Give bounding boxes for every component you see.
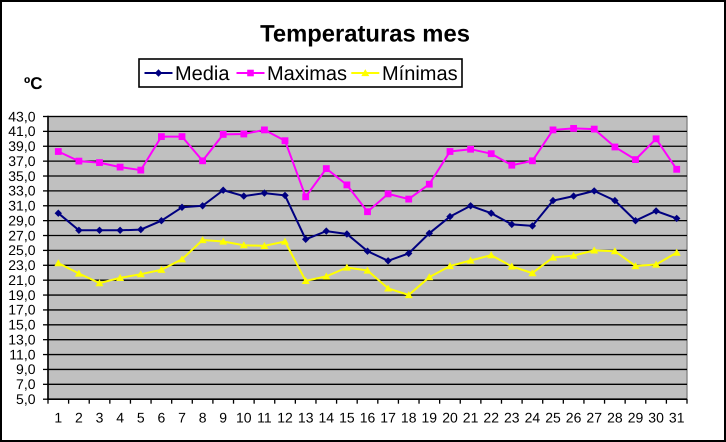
svg-text:18: 18 bbox=[401, 410, 417, 426]
svg-text:19,0: 19,0 bbox=[8, 287, 35, 303]
svg-text:21: 21 bbox=[463, 410, 479, 426]
svg-text:9,0: 9,0 bbox=[16, 361, 36, 377]
svg-text:Maximas: Maximas bbox=[267, 63, 347, 85]
svg-text:25: 25 bbox=[545, 410, 561, 426]
svg-text:15,0: 15,0 bbox=[8, 317, 35, 333]
svg-text:29: 29 bbox=[628, 410, 644, 426]
svg-text:14: 14 bbox=[319, 410, 335, 426]
svg-text:Mínimas: Mínimas bbox=[382, 63, 458, 85]
svg-text:24: 24 bbox=[525, 410, 541, 426]
svg-text:23,0: 23,0 bbox=[8, 257, 35, 273]
svg-text:39,0: 39,0 bbox=[8, 138, 35, 154]
svg-text:31: 31 bbox=[669, 410, 685, 426]
svg-text:5: 5 bbox=[137, 410, 145, 426]
svg-text:23: 23 bbox=[504, 410, 520, 426]
svg-text:21,0: 21,0 bbox=[8, 272, 35, 288]
svg-text:15: 15 bbox=[339, 410, 355, 426]
svg-text:43,0: 43,0 bbox=[8, 108, 35, 124]
svg-text:ºC: ºC bbox=[24, 74, 43, 93]
svg-text:13: 13 bbox=[298, 410, 314, 426]
svg-text:31,0: 31,0 bbox=[8, 198, 35, 214]
svg-text:22: 22 bbox=[483, 410, 499, 426]
svg-text:1: 1 bbox=[54, 410, 62, 426]
svg-text:3: 3 bbox=[96, 410, 104, 426]
svg-text:25,0: 25,0 bbox=[8, 242, 35, 258]
svg-text:19: 19 bbox=[422, 410, 438, 426]
svg-text:9: 9 bbox=[219, 410, 227, 426]
svg-text:2: 2 bbox=[75, 410, 83, 426]
svg-text:Media: Media bbox=[175, 63, 230, 85]
svg-text:26: 26 bbox=[566, 410, 582, 426]
svg-text:7: 7 bbox=[178, 410, 186, 426]
svg-text:Temperaturas mes: Temperaturas mes bbox=[260, 21, 470, 48]
svg-text:7,0: 7,0 bbox=[16, 376, 36, 392]
svg-text:29,0: 29,0 bbox=[8, 213, 35, 229]
svg-text:4: 4 bbox=[116, 410, 124, 426]
svg-text:11: 11 bbox=[257, 410, 272, 426]
svg-text:27,0: 27,0 bbox=[8, 227, 35, 243]
svg-text:10: 10 bbox=[236, 410, 252, 426]
svg-text:37,0: 37,0 bbox=[8, 153, 35, 169]
svg-text:35,0: 35,0 bbox=[8, 168, 35, 184]
svg-text:27: 27 bbox=[586, 410, 602, 426]
svg-text:16: 16 bbox=[360, 410, 376, 426]
svg-text:5,0: 5,0 bbox=[16, 391, 36, 407]
svg-text:6: 6 bbox=[158, 410, 166, 426]
svg-text:17,0: 17,0 bbox=[8, 302, 35, 318]
svg-text:41,0: 41,0 bbox=[8, 123, 35, 139]
svg-text:12: 12 bbox=[277, 410, 293, 426]
svg-text:28: 28 bbox=[607, 410, 623, 426]
svg-text:13,0: 13,0 bbox=[8, 332, 35, 348]
svg-text:17: 17 bbox=[380, 410, 396, 426]
svg-text:33,0: 33,0 bbox=[8, 183, 35, 199]
svg-text:8: 8 bbox=[199, 410, 207, 426]
svg-text:30: 30 bbox=[648, 410, 664, 426]
svg-text:20: 20 bbox=[442, 410, 458, 426]
svg-text:11,0: 11,0 bbox=[9, 346, 35, 362]
